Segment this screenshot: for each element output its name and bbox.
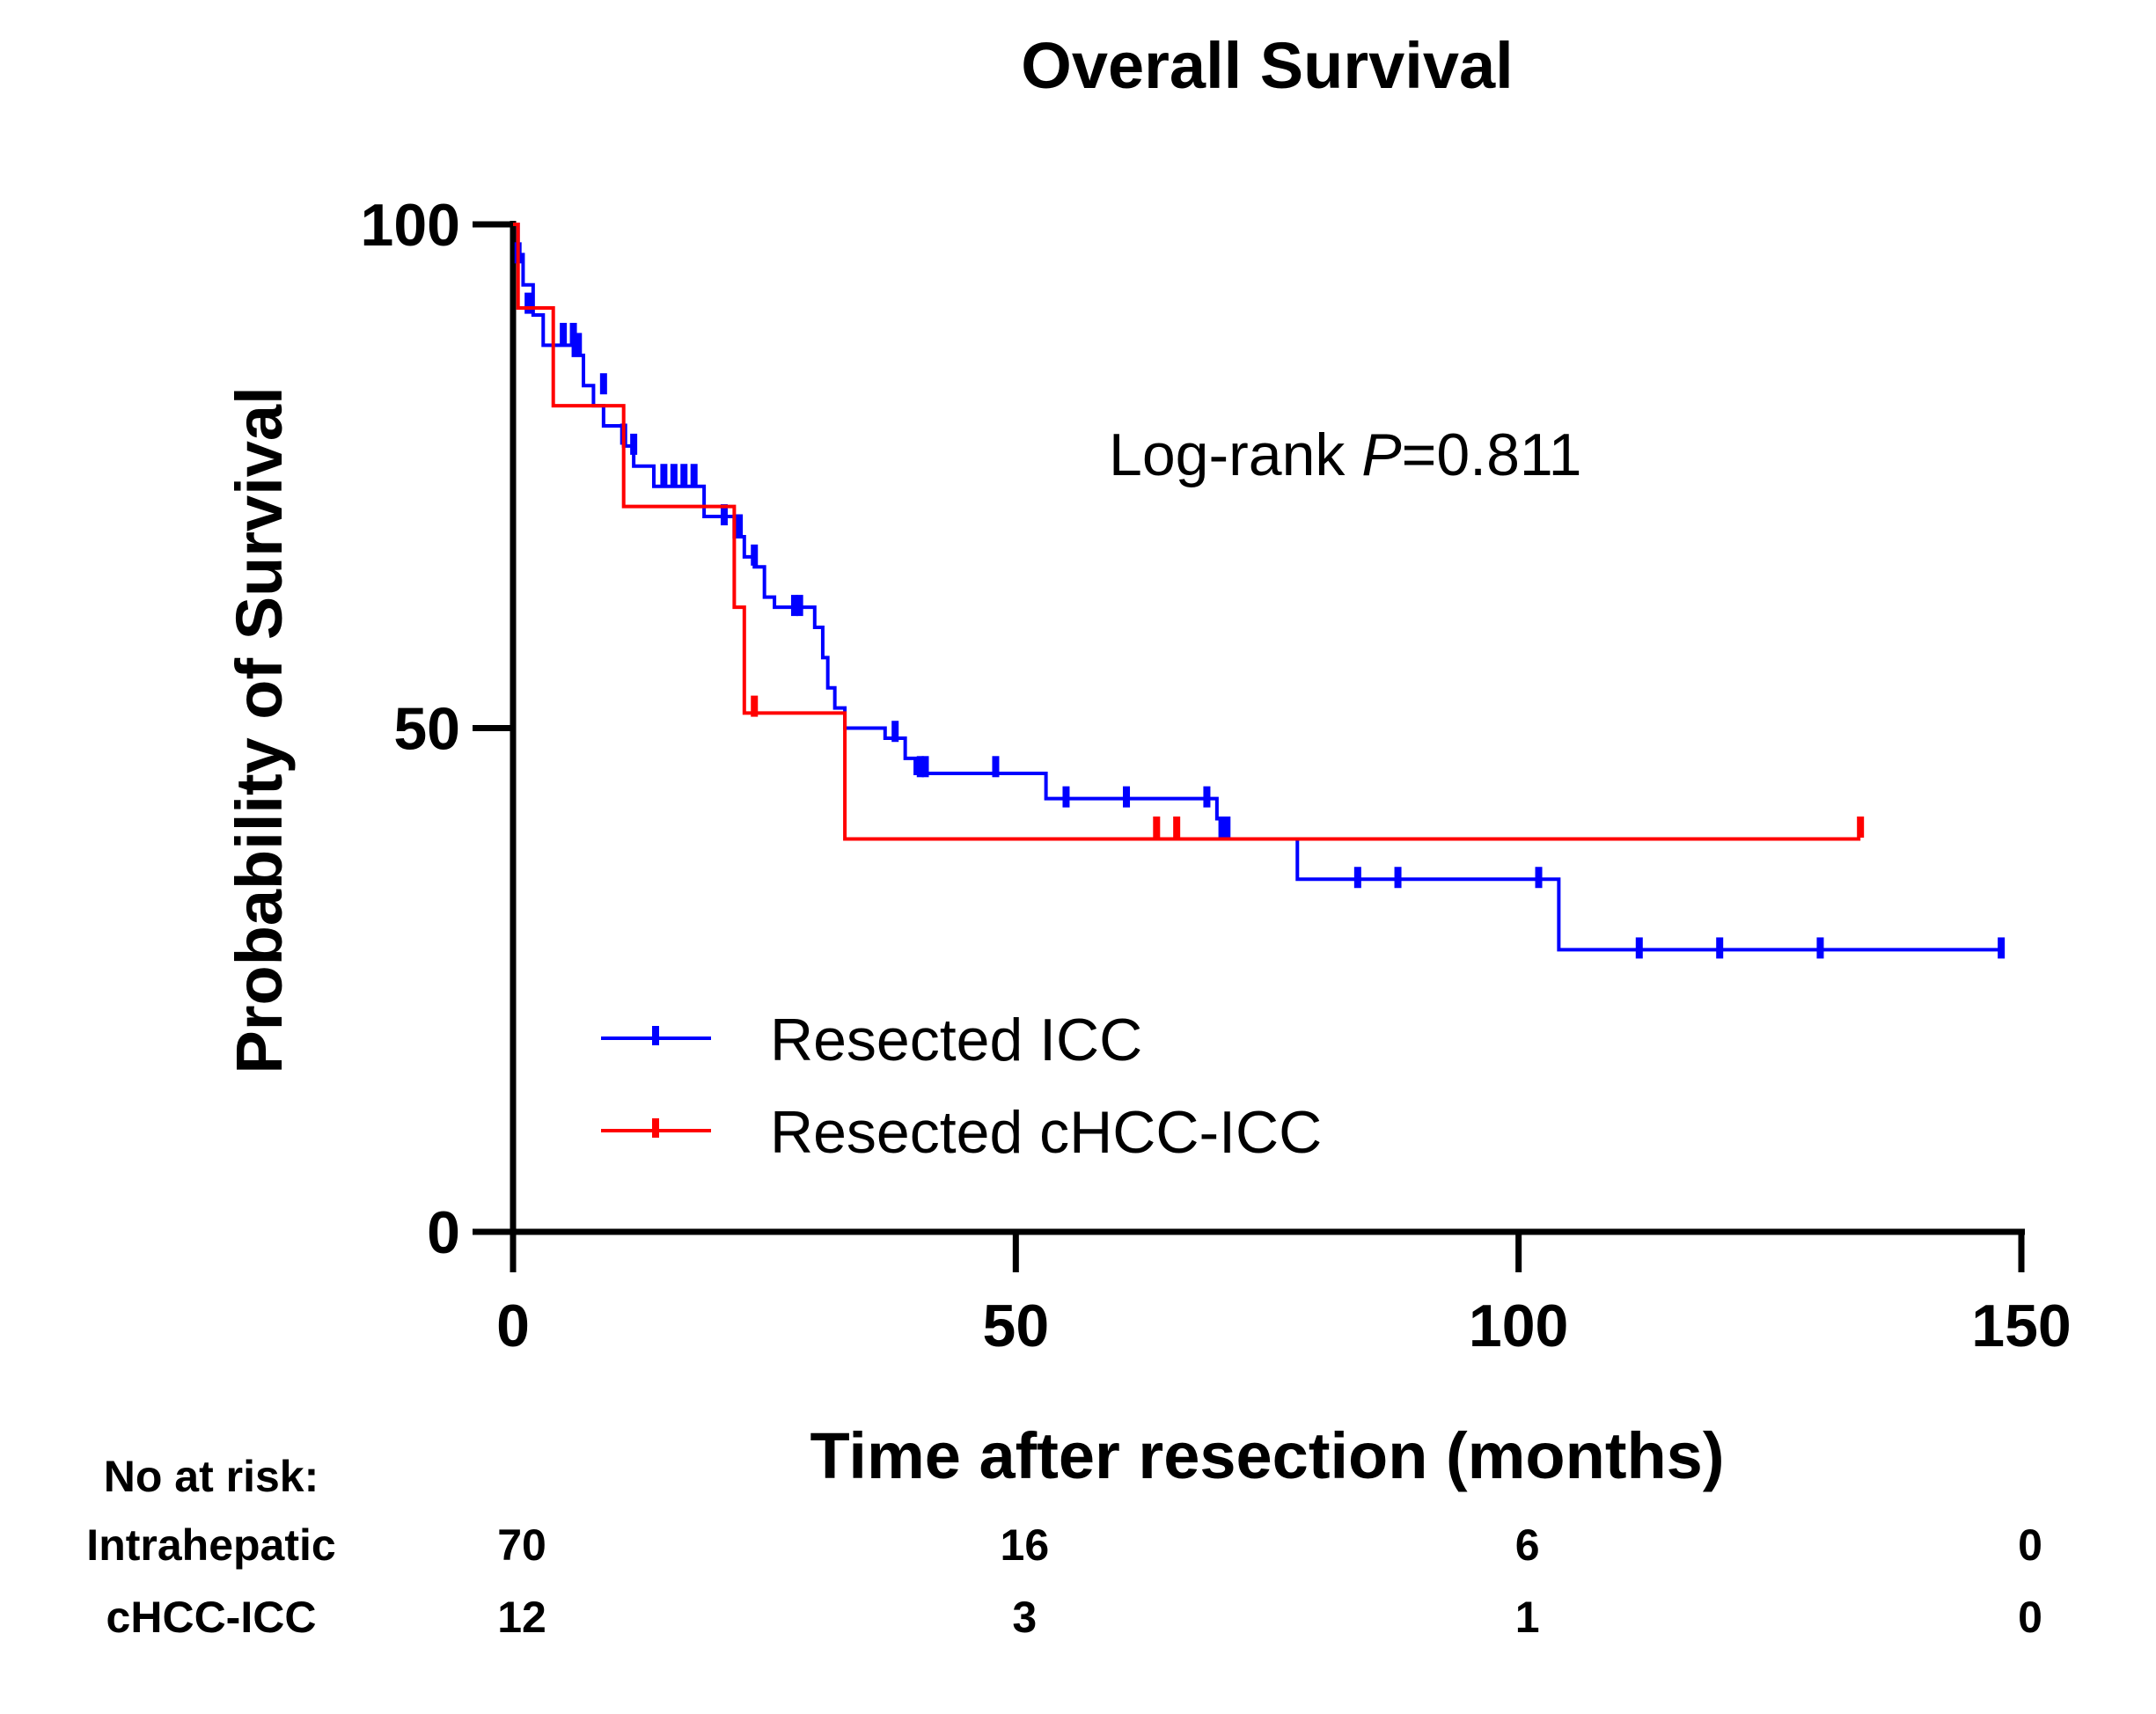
risk-value: 12: [497, 1593, 546, 1642]
chart-title: Overall Survival: [1021, 29, 1513, 102]
risk-row-label: Intrahepatic: [86, 1520, 335, 1570]
risk-value: 0: [2018, 1593, 2042, 1642]
risk-value: 0: [2018, 1520, 2042, 1570]
risk-value: 3: [1012, 1593, 1037, 1642]
axes: 0 50 100 0 50 100 150: [361, 192, 2072, 1359]
risk-value: 6: [1515, 1520, 1540, 1570]
risk-value: 1: [1515, 1593, 1540, 1642]
logrank-prefix: Log-rank: [1109, 421, 1361, 488]
risk-value: 70: [497, 1520, 546, 1570]
x-tick-label: 100: [1469, 1293, 1568, 1359]
legend-label: Resected cHCC-ICC: [770, 1099, 1322, 1166]
legend: Resected ICC Resected cHCC-ICC: [601, 1007, 1322, 1166]
x-tick-label: 50: [983, 1293, 1050, 1359]
x-axis-label: Time after resection (months): [810, 1419, 1725, 1492]
risk-value: 16: [1001, 1520, 1050, 1570]
legend-label: Resected ICC: [770, 1007, 1142, 1073]
risk-row-label: cHCC-ICC: [106, 1593, 317, 1642]
y-tick-label: 0: [427, 1199, 460, 1266]
y-tick-label: 50: [393, 696, 460, 763]
risk-table: No at risk: Intrahepatic 70 16 6 0 cHCC-ICC 12…: [86, 1452, 2042, 1642]
logrank-p-symbol: P: [1361, 421, 1401, 488]
logrank-annotation: Log-rank P=0.811: [1109, 421, 1581, 488]
y-axis-label: Probability of Survival: [223, 386, 296, 1073]
survival-curve: [513, 223, 1861, 841]
y-tick-label: 100: [361, 192, 460, 259]
risk-header: No at risk:: [104, 1452, 319, 1501]
logrank-value: =0.811: [1402, 421, 1582, 488]
x-tick-label: 0: [496, 1293, 530, 1359]
x-tick-label: 150: [1971, 1293, 2071, 1359]
series-layer: [513, 223, 2006, 959]
survival-curve: [513, 223, 2002, 952]
